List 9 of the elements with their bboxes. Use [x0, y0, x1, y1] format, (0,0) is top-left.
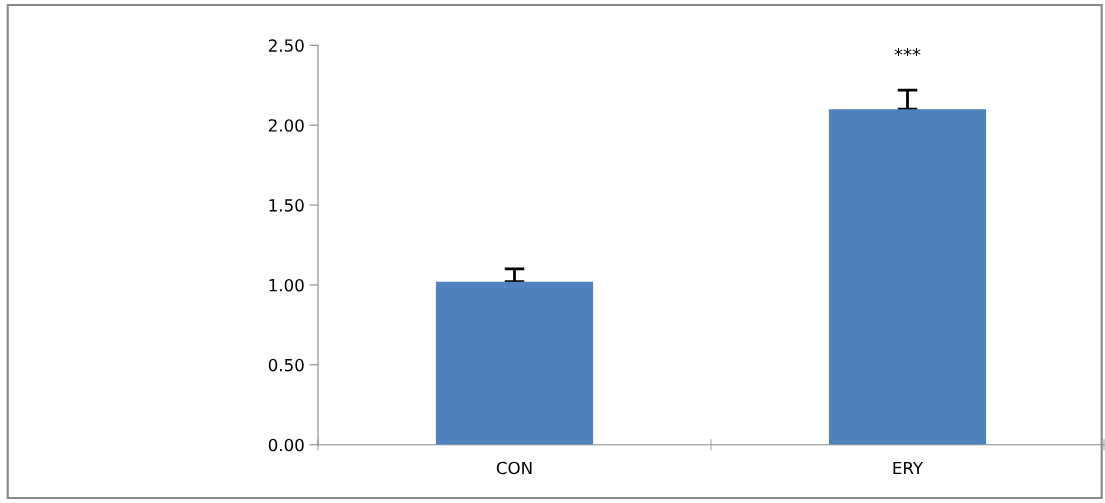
y-tick-label: 1.50 [269, 199, 304, 212]
y-tick-label: 2.00 [268, 119, 304, 132]
y-tick-label: 0.00 [268, 438, 304, 452]
annotation: *** [894, 47, 921, 57]
x-tick-label: ERY [893, 461, 924, 475]
y-tick-label: 0.50 [268, 358, 304, 372]
y-tick-label: 2.50 [268, 39, 304, 52]
x-tick-label: CON [496, 461, 532, 475]
y-tick-label: 1.00 [269, 278, 304, 292]
